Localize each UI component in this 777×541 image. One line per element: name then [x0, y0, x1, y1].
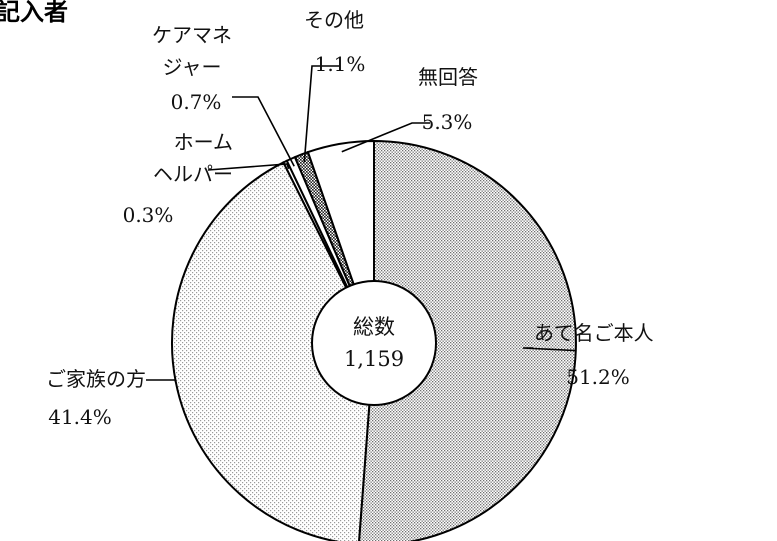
slice-label-1: ご家族の方 [46, 367, 146, 391]
slice-percent-5: 5.3% [422, 110, 473, 134]
leader-line-1 [146, 379, 177, 383]
center-label: 総数 [353, 315, 395, 339]
slice-label-2-line-1: ヘルパー [153, 162, 233, 186]
slice-percent-0: 51.2% [566, 365, 630, 389]
slice-percent-4: 1.1% [315, 52, 366, 76]
chart-title: 記入者 [0, 0, 68, 26]
leader-line-3 [232, 96, 295, 167]
slice-percent-3: 0.7% [171, 90, 222, 114]
slice-percent-1: 41.4% [48, 405, 112, 429]
pie-slice-1 [170, 161, 376, 541]
slice-label-2-line-0: ホーム [174, 130, 233, 154]
slice-label-5: 無回答 [418, 65, 478, 89]
slice-label-3-line-1: ジャー [163, 55, 222, 79]
slice-label-0: あて名ご本人 [534, 321, 654, 345]
slice-percent-2: 0.3% [123, 203, 174, 227]
slice-label-4: その他 [304, 8, 364, 32]
leader-line-0 [522, 347, 576, 352]
slice-label-3-line-0: ケアマネ [152, 23, 232, 47]
center-hole [311, 280, 437, 406]
center-total: 1,159 [344, 347, 404, 371]
leader-line-5 [341, 122, 430, 153]
leader-line-2 [207, 163, 290, 171]
leader-line-4 [303, 65, 340, 163]
